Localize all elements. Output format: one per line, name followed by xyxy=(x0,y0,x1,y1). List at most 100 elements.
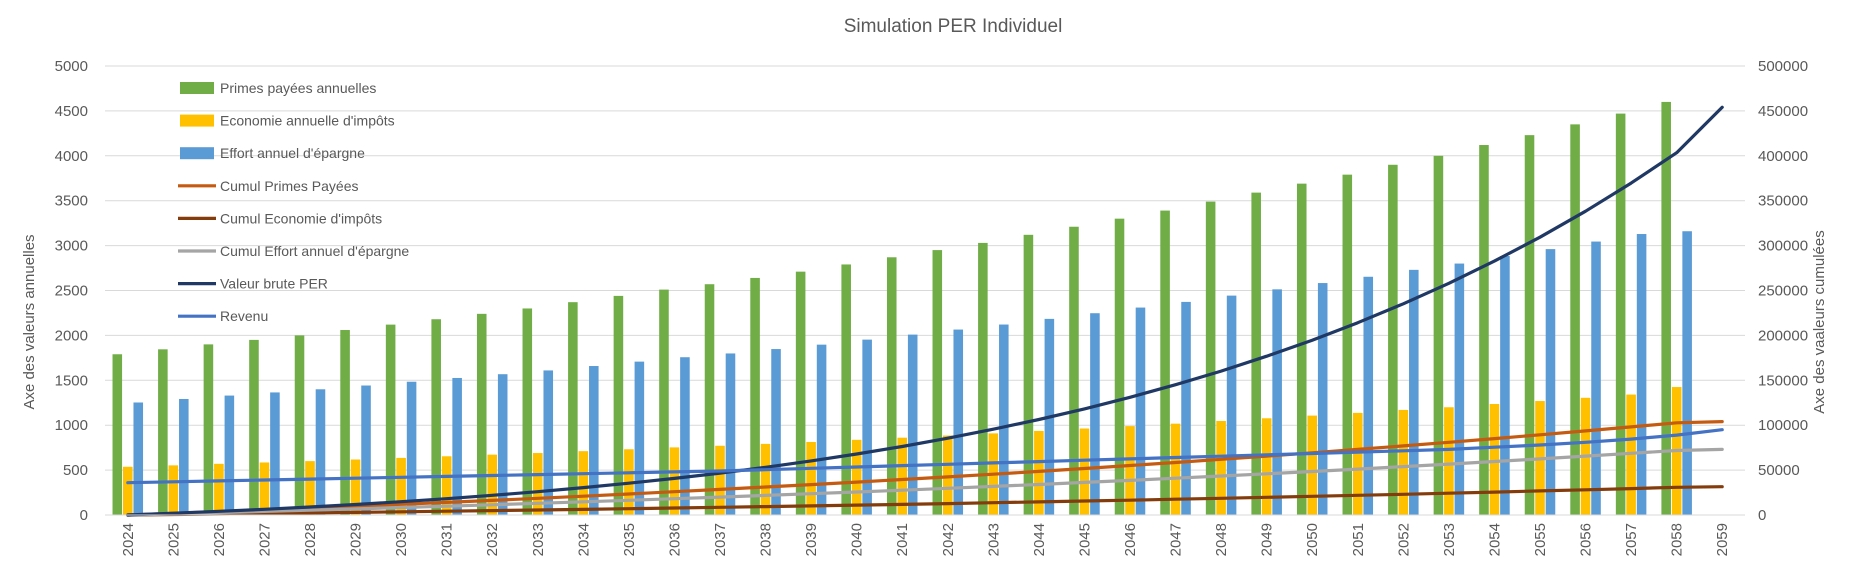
bar xyxy=(669,447,680,515)
bar xyxy=(806,441,816,515)
bar xyxy=(680,357,690,515)
bar xyxy=(589,366,599,515)
bar xyxy=(886,257,897,515)
bar xyxy=(725,353,736,515)
bar xyxy=(1409,269,1419,515)
bar xyxy=(361,385,371,515)
bar xyxy=(385,324,396,515)
bar xyxy=(897,437,908,515)
x-tick-label: 2034 xyxy=(575,523,592,556)
bar xyxy=(396,457,406,515)
bar xyxy=(543,370,554,515)
x-tick-label: 2039 xyxy=(803,523,820,556)
x-tick-label: 2049 xyxy=(1259,523,1276,556)
x-tick-label: 2045 xyxy=(1076,523,1093,556)
y-right-tick-label: 150000 xyxy=(1758,372,1808,389)
x-tick-label: 2046 xyxy=(1122,523,1139,556)
gridlines xyxy=(105,65,1745,471)
bar xyxy=(1352,412,1363,515)
x-tick-label: 2056 xyxy=(1578,523,1595,556)
bar xyxy=(112,354,123,515)
bar xyxy=(203,344,214,515)
x-axis-ticks: 2024 2025 2026 2027 2028 2029 2030 2031 2032 2033… xyxy=(120,523,1731,556)
bar xyxy=(1545,249,1556,515)
bar xyxy=(441,456,452,515)
y-left-tick-label: 1500 xyxy=(55,372,88,389)
x-tick-label: 2025 xyxy=(165,523,182,556)
bar xyxy=(1317,283,1328,515)
bar xyxy=(431,319,441,515)
x-tick-label: 2053 xyxy=(1441,523,1458,556)
bar xyxy=(1226,295,1237,515)
legend-swatch xyxy=(180,114,214,127)
x-tick-label: 2031 xyxy=(439,523,456,556)
legend-label: Cumul Primes Payées xyxy=(220,178,359,194)
bar xyxy=(1636,234,1647,515)
bar xyxy=(1388,164,1398,515)
x-tick-label: 2033 xyxy=(530,523,547,556)
x-tick-label: 2042 xyxy=(940,523,957,556)
y-right-tick-label: 300000 xyxy=(1758,238,1808,255)
y-right-tick-label: 100000 xyxy=(1758,417,1808,434)
y-left-tick-label: 3500 xyxy=(55,193,88,210)
bar xyxy=(1296,183,1307,515)
bar xyxy=(750,277,760,515)
bar xyxy=(487,454,498,515)
legend-label: Effort annuel d'épargne xyxy=(220,145,365,161)
bar xyxy=(1272,289,1282,515)
legend-label: Revenu xyxy=(220,308,268,324)
bar xyxy=(1251,192,1261,516)
bar xyxy=(1216,420,1226,515)
y-left-tick-label: 4000 xyxy=(55,148,88,165)
bar xyxy=(476,313,487,515)
y-right-tick-label: 50000 xyxy=(1758,462,1800,479)
y-right-tick-label: 0 xyxy=(1758,507,1766,524)
legend-label: Primes payées annuelles xyxy=(220,80,376,96)
bar xyxy=(1125,426,1135,515)
x-tick-label: 2035 xyxy=(621,523,638,556)
series-line xyxy=(126,447,1724,517)
bar xyxy=(1615,113,1626,516)
x-tick-label: 2029 xyxy=(348,523,365,556)
left-axis-ticks: 0 500 1000 1500 2000 2500 3000 3500 4000 4500 5000 xyxy=(55,58,88,524)
x-tick-label: 2026 xyxy=(211,523,228,556)
x-tick-label: 2041 xyxy=(894,523,911,556)
bar xyxy=(771,349,781,515)
y-right-tick-label: 350000 xyxy=(1758,193,1808,210)
bar xyxy=(1205,201,1216,515)
bar xyxy=(704,284,715,515)
bar xyxy=(532,453,543,515)
y-left-tick-label: 3000 xyxy=(55,238,88,255)
bar xyxy=(851,439,862,515)
bar xyxy=(158,349,168,515)
x-tick-label: 2057 xyxy=(1623,523,1640,556)
bar xyxy=(816,344,827,515)
y-left-tick-label: 0 xyxy=(80,507,88,524)
bar xyxy=(497,374,508,515)
bar xyxy=(862,339,872,515)
bar xyxy=(1454,263,1465,515)
bar xyxy=(452,377,462,515)
x-tick-label: 2043 xyxy=(985,523,1002,556)
legend: Primes payées annuelles Economie annuelle… xyxy=(178,80,409,324)
x-tick-label: 2044 xyxy=(1031,523,1048,556)
legend-swatch xyxy=(180,147,214,160)
bar xyxy=(1682,231,1692,515)
y-left-tick-label: 2500 xyxy=(55,283,88,300)
x-tick-label: 2027 xyxy=(256,523,273,556)
bar xyxy=(350,459,361,515)
x-tick-label: 2037 xyxy=(712,523,729,556)
legend-label: Valeur brute PER xyxy=(220,276,328,292)
y-left-tick-label: 2000 xyxy=(55,327,88,344)
bar xyxy=(1069,226,1079,515)
legend-label: Economie annuelle d'impôts xyxy=(220,113,395,129)
bar xyxy=(1342,174,1353,515)
y-right-tick-label: 450000 xyxy=(1758,103,1808,120)
bar xyxy=(999,324,1009,515)
bar xyxy=(224,395,235,515)
bar xyxy=(1570,124,1580,516)
x-tick-label: 2036 xyxy=(666,523,683,556)
bar xyxy=(1135,307,1146,515)
bar xyxy=(1524,135,1535,515)
